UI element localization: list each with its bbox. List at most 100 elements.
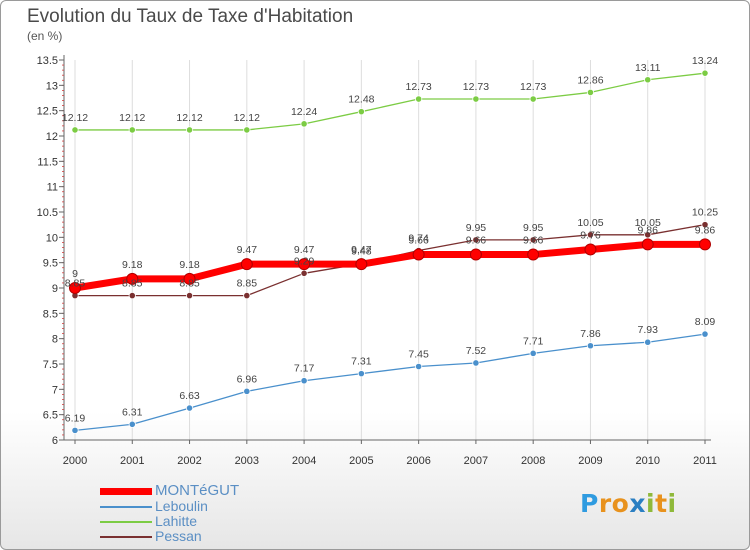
data-point-pessan [529, 236, 537, 244]
data-point-mont-gut [527, 248, 540, 261]
data-point-lahitte [644, 76, 652, 84]
x-tick-label: 2009 [578, 455, 602, 467]
data-point-leboulin [185, 404, 194, 412]
x-tick-label: 2010 [635, 455, 659, 467]
data-point-mont-gut [584, 243, 597, 256]
data-point-leboulin [586, 342, 595, 350]
data-label-pessan: 9.48 [351, 246, 372, 258]
data-label-mont-gut: 9.66 [523, 235, 544, 247]
legend-label-montegut: MONTéGUT [155, 482, 240, 499]
y-tick-label: 6 [52, 435, 58, 447]
data-label-mont-gut: 9.18 [179, 259, 200, 271]
legend-swatch-montegut [100, 488, 152, 495]
data-point-leboulin [71, 426, 79, 434]
data-label-leboulin: 6.96 [237, 373, 258, 385]
x-tick-label: 2002 [177, 455, 201, 467]
data-point-lahitte [586, 88, 595, 97]
data-label-mont-gut: 9.47 [294, 244, 315, 256]
data-point-leboulin [529, 349, 537, 357]
series-line-leboulin [74, 333, 706, 432]
data-point-pessan [701, 221, 709, 229]
data-point-mont-gut [641, 238, 654, 251]
data-point-pessan [644, 231, 652, 239]
data-label-mont-gut: 9.86 [638, 224, 659, 236]
x-tick-label: 2003 [235, 455, 259, 467]
y-tick-label: 8 [52, 334, 58, 346]
data-label-lahitte: 12.73 [463, 81, 489, 93]
legend-label-leboulin: Leboulin [155, 498, 208, 514]
data-label-mont-gut: 9 [72, 268, 78, 280]
data-label-leboulin: 7.86 [580, 328, 601, 340]
data-point-pessan [586, 231, 595, 239]
data-point-mont-gut [355, 258, 368, 271]
data-point-leboulin [472, 359, 480, 367]
x-tick-label: 2006 [406, 455, 430, 467]
data-point-pessan [185, 291, 194, 300]
proxiti-logo: Proxiti [580, 489, 677, 518]
x-tick-label: 2001 [120, 455, 144, 467]
legend-item-lahitte: Lahitte [100, 513, 300, 529]
y-tick-label: 11 [47, 182, 58, 194]
data-point-lahitte [243, 126, 251, 134]
data-label-leboulin: 7.52 [466, 345, 487, 357]
data-label-lahitte: 12.12 [62, 112, 88, 124]
data-point-mont-gut [183, 272, 196, 285]
legend-swatch-leboulin [100, 506, 152, 508]
data-label-pessan: 9.29 [294, 255, 315, 267]
data-label-lahitte: 12.73 [520, 81, 546, 93]
y-tick-label: 12.5 [37, 106, 58, 118]
data-label-pessan: 9.95 [466, 222, 487, 234]
data-label-leboulin: 6.19 [65, 412, 86, 424]
data-point-leboulin [415, 362, 423, 371]
data-point-leboulin [701, 330, 709, 338]
data-label-pessan: 10.05 [577, 217, 603, 229]
data-label-pessan: 8.85 [237, 278, 258, 290]
data-label-lahitte: 12.24 [291, 106, 317, 118]
data-label-lahitte: 12.48 [348, 94, 374, 106]
data-label-pessan: 8.85 [65, 278, 86, 290]
y-tick-label: 7 [52, 384, 58, 396]
data-label-lahitte: 13.11 [635, 62, 661, 74]
data-label-lahitte: 12.12 [176, 112, 202, 124]
data-point-lahitte [472, 95, 480, 103]
data-point-lahitte [185, 126, 194, 134]
data-label-mont-gut: 9.47 [351, 244, 372, 256]
x-tick-label: 2000 [63, 455, 87, 467]
y-tick-label: 12 [46, 131, 58, 143]
data-point-mont-gut [126, 272, 139, 285]
series-line-mont-gut [71, 240, 709, 292]
y-tick-label: 10 [46, 232, 58, 244]
data-label-mont-gut: 9.86 [695, 224, 716, 236]
x-tick-label: 2008 [521, 455, 545, 467]
data-point-mont-gut [699, 238, 711, 251]
data-label-leboulin: 7.71 [523, 335, 544, 347]
data-label-pessan: 8.85 [122, 278, 143, 290]
data-label-mont-gut: 9.18 [122, 259, 143, 271]
y-tick-label: 7.5 [43, 359, 58, 371]
data-point-leboulin [357, 370, 365, 378]
x-tick-label: 2011 [693, 455, 717, 467]
data-point-lahitte [529, 95, 537, 103]
data-point-pessan [243, 291, 251, 300]
y-tick-label: 13 [46, 80, 58, 92]
data-point-lahitte [300, 120, 308, 128]
data-label-leboulin: 7.45 [408, 349, 429, 361]
data-label-lahitte: 12.86 [577, 74, 603, 86]
data-label-lahitte: 12.12 [234, 112, 260, 124]
y-tick-label: 13.5 [37, 55, 58, 67]
data-label-leboulin: 8.09 [695, 316, 716, 328]
data-label-leboulin: 7.31 [351, 356, 372, 368]
y-tick-label: 10.5 [37, 207, 58, 219]
legend-item-montegut: MONTéGUT [100, 482, 300, 499]
data-label-pessan: 10.25 [692, 207, 718, 219]
data-point-lahitte [128, 126, 136, 134]
y-tick-label: 6.5 [43, 410, 58, 422]
data-point-lahitte [415, 95, 423, 103]
data-label-mont-gut: 9.47 [237, 244, 258, 256]
data-point-lahitte [701, 69, 709, 77]
y-tick-label: 8.5 [43, 308, 58, 320]
data-label-lahitte: 12.73 [405, 81, 431, 93]
data-point-mont-gut [298, 258, 311, 271]
legend-swatch-pessan [100, 536, 152, 538]
data-label-leboulin: 7.93 [638, 324, 659, 336]
